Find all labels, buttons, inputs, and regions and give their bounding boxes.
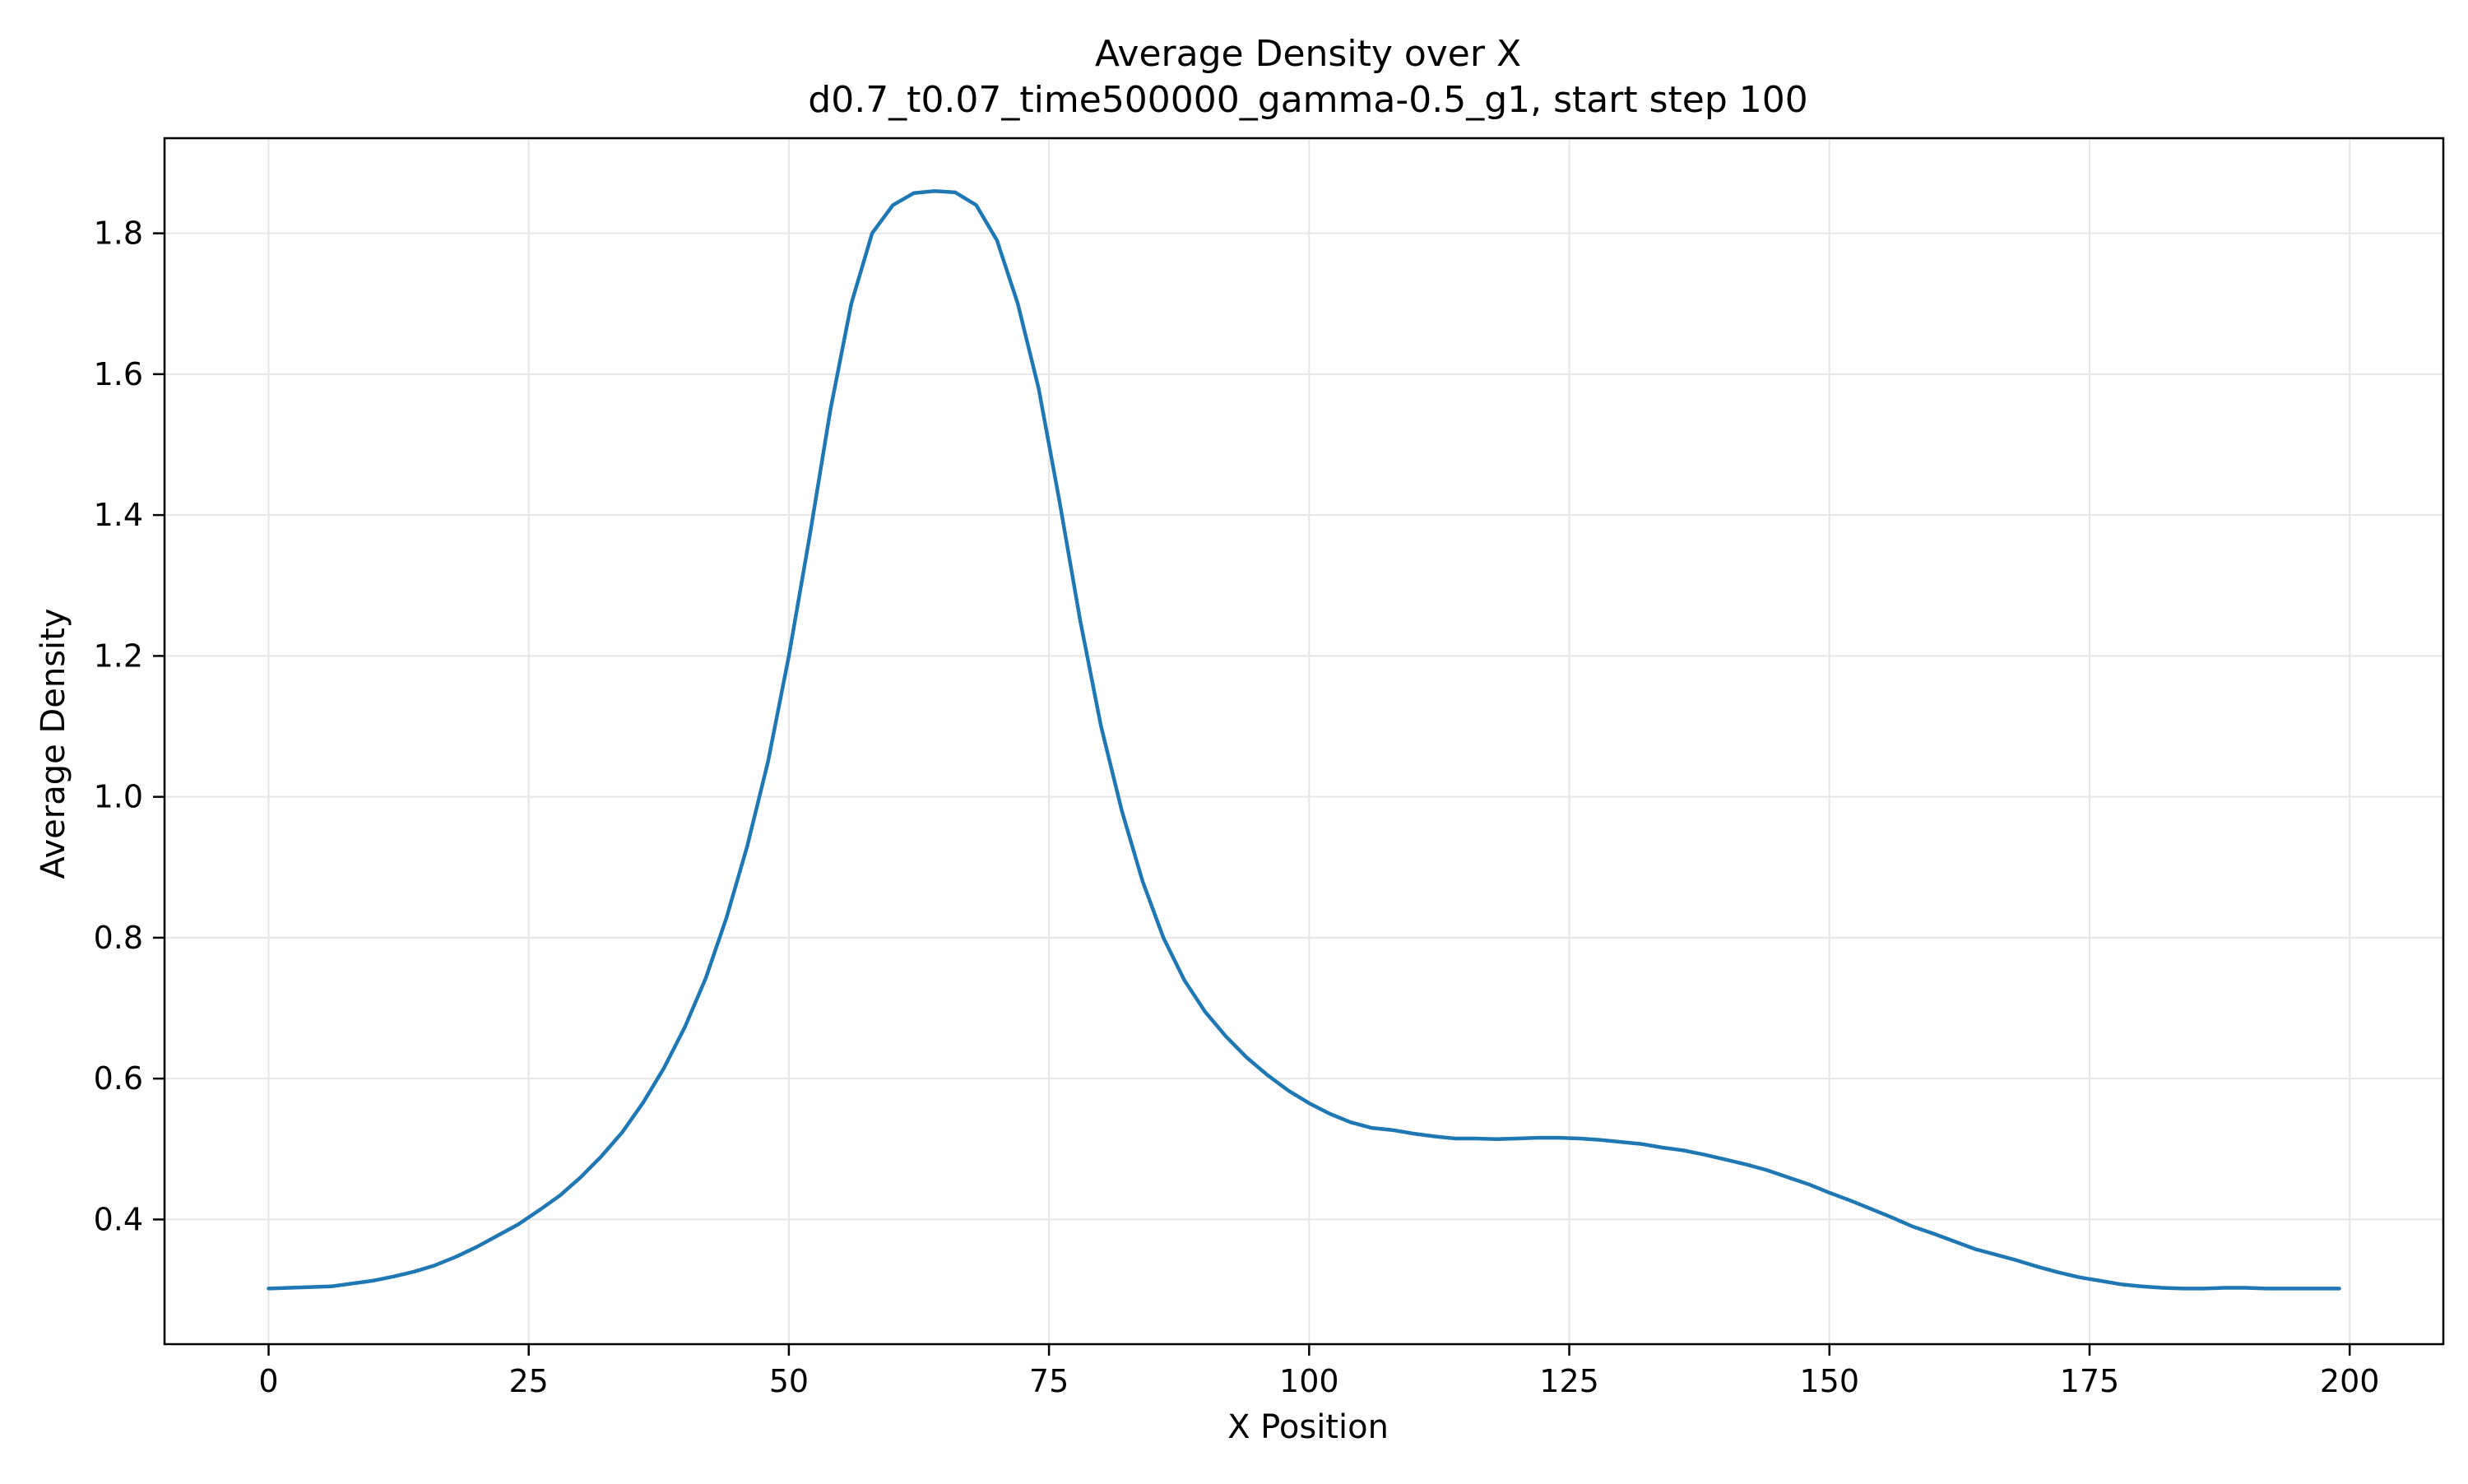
x-axis-ticks: 0 25 50 75 100 125 150 175 200 bbox=[258, 1344, 2379, 1399]
x-tick-label: 150 bbox=[1799, 1363, 1859, 1399]
y-tick-label: 1.8 bbox=[94, 216, 143, 252]
x-tick-label: 0 bbox=[258, 1363, 278, 1399]
x-tick-label: 75 bbox=[1029, 1363, 1069, 1399]
grid bbox=[165, 138, 2443, 1344]
y-tick-label: 0.6 bbox=[94, 1060, 143, 1097]
y-tick-label: 1.0 bbox=[94, 779, 143, 815]
y-tick-label: 1.4 bbox=[94, 497, 143, 533]
y-tick-label: 0.4 bbox=[94, 1201, 143, 1237]
y-axis-label: Average Density bbox=[35, 608, 72, 879]
y-tick-label: 1.2 bbox=[94, 638, 143, 674]
x-tick-label: 50 bbox=[769, 1363, 809, 1399]
y-tick-label: 1.6 bbox=[94, 356, 143, 392]
x-tick-label: 125 bbox=[1539, 1363, 1599, 1399]
x-tick-label: 175 bbox=[2060, 1363, 2120, 1399]
y-axis-ticks: 0.4 0.6 0.8 1.0 1.2 1.4 1.6 1.8 bbox=[94, 216, 165, 1237]
chart-subtitle: d0.7_t0.07_time500000_gamma-0.5_g1, star… bbox=[808, 79, 1807, 121]
series-line bbox=[267, 188, 2341, 1291]
x-tick-label: 200 bbox=[2320, 1363, 2380, 1399]
x-tick-label: 25 bbox=[509, 1363, 549, 1399]
x-tick-label: 100 bbox=[1279, 1363, 1339, 1399]
plot-series bbox=[267, 188, 2341, 1291]
y-tick-label: 0.8 bbox=[94, 920, 143, 956]
axes-frame bbox=[163, 137, 2445, 1346]
chart-title: Average Density over X bbox=[1095, 33, 1521, 75]
x-axis-label: X Position bbox=[1227, 1408, 1389, 1446]
